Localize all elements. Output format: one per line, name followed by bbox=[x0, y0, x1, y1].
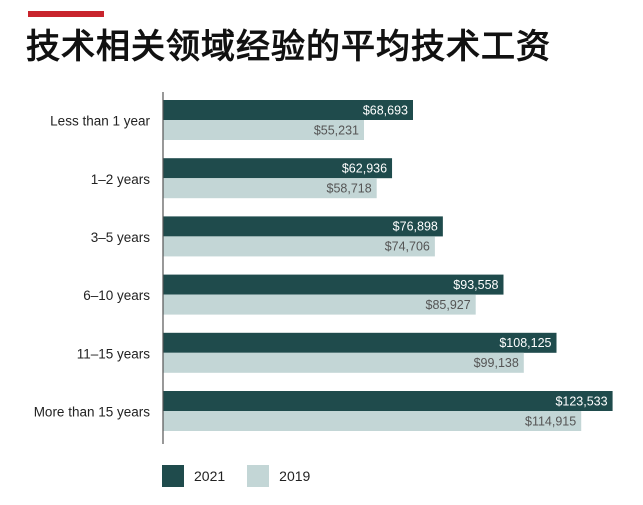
category-label-3-5-years: 3–5 years bbox=[91, 230, 151, 245]
legend-label-2021: 2021 bbox=[194, 468, 226, 484]
data-label-2021-11-15-years: $108,125 bbox=[499, 336, 551, 350]
bar-2019-1-2-years bbox=[163, 178, 377, 199]
data-label-2021-less-than-1-year: $68,693 bbox=[363, 103, 408, 117]
data-label-2019-6-10-years: $85,927 bbox=[426, 298, 471, 312]
bar-2021-6-10-years bbox=[163, 274, 504, 295]
bar-2019-3-5-years bbox=[163, 236, 435, 257]
legend-swatch-2021 bbox=[162, 465, 184, 487]
data-label-2021-1-2-years: $62,936 bbox=[342, 161, 387, 175]
legend-item-2021: 2021 bbox=[162, 465, 225, 487]
bar-2019-6-10-years bbox=[163, 294, 476, 315]
data-label-2021-3-5-years: $76,898 bbox=[393, 220, 438, 234]
data-label-2019-11-15-years: $99,138 bbox=[474, 356, 519, 370]
data-label-2019-1-2-years: $58,718 bbox=[327, 181, 372, 195]
category-label-less-than-1-year: Less than 1 year bbox=[50, 114, 150, 129]
data-label-2021-6-10-years: $93,558 bbox=[453, 278, 498, 292]
data-label-2019-more-than-15-years: $114,915 bbox=[525, 414, 576, 428]
legend: 2021 2019 bbox=[162, 465, 332, 487]
chart-title: 技术相关领域经验的平均技术工资 bbox=[26, 27, 551, 67]
bar-2021-1-2-years bbox=[163, 158, 393, 179]
bar-2021-11-15-years bbox=[163, 332, 557, 353]
bar-2021-less-than-1-year bbox=[163, 100, 413, 120]
bar-2021-more-than-15-years bbox=[163, 391, 613, 411]
data-label-2019-3-5-years: $74,706 bbox=[385, 240, 430, 254]
legend-item-2019: 2019 bbox=[247, 465, 310, 487]
category-label-11-15-years: 11–15 years bbox=[77, 346, 151, 361]
bar-2019-11-15-years bbox=[163, 352, 524, 373]
category-label-6-10-years: 6–10 years bbox=[83, 288, 150, 303]
accent-bar bbox=[28, 11, 104, 17]
category-label-more-than-15-years: More than 15 years bbox=[34, 405, 151, 420]
legend-swatch-2019 bbox=[247, 465, 270, 487]
bar-2019-less-than-1-year bbox=[163, 120, 365, 140]
bar-2019-more-than-15-years bbox=[163, 411, 582, 431]
bar-2021-3-5-years bbox=[163, 216, 443, 237]
data-label-2021-more-than-15-years: $123,533 bbox=[555, 394, 607, 408]
category-label-1-2-years: 1–2 years bbox=[91, 172, 151, 187]
data-label-2019-less-than-1-year: $55,231 bbox=[314, 123, 359, 137]
legend-label-2019: 2019 bbox=[279, 468, 311, 484]
